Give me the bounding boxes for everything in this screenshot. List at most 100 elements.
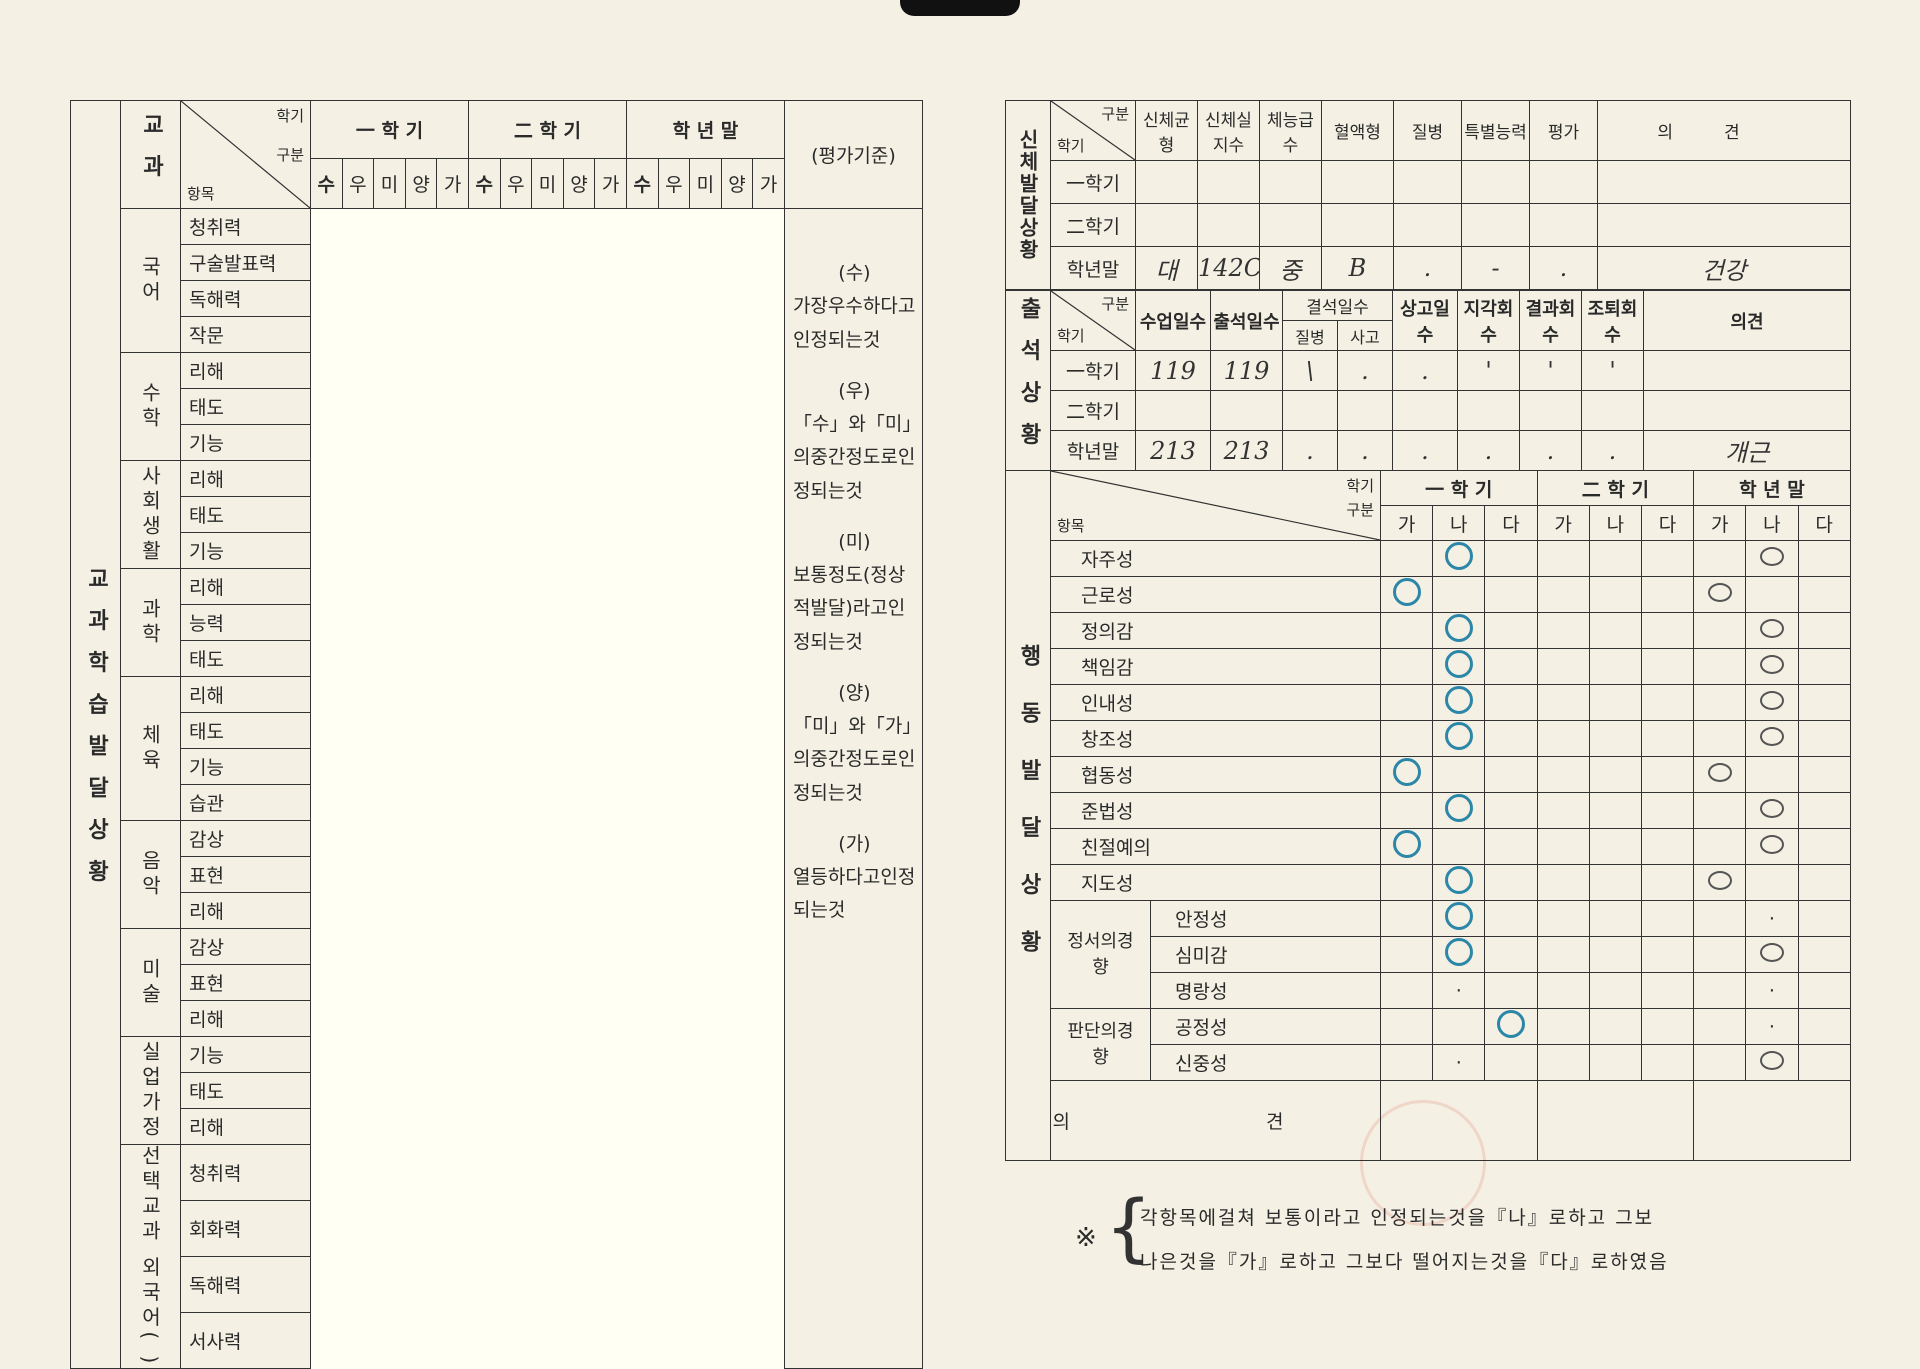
item-name: 습관 bbox=[180, 784, 311, 821]
absence-header: 결석일수 bbox=[1282, 290, 1393, 321]
grade-mark-cell bbox=[1536, 576, 1590, 613]
grade-mark-cell bbox=[1484, 1008, 1538, 1045]
grade-mark-cell bbox=[1432, 1008, 1486, 1045]
grade-mark-cell bbox=[1432, 828, 1486, 865]
attendance-value: \ bbox=[1282, 350, 1338, 391]
grade-mark-cell bbox=[1432, 648, 1486, 685]
grade-mark-cell bbox=[1379, 972, 1434, 1009]
diag-item-label: 항목 bbox=[187, 185, 215, 203]
physical-value bbox=[1461, 203, 1530, 247]
term-label: 二학기 bbox=[1050, 390, 1136, 431]
behavior-row: 창조성 bbox=[1006, 720, 1851, 757]
circle-mark-icon bbox=[1444, 794, 1473, 822]
item-name: 리해 bbox=[180, 892, 311, 929]
grade-mark-cell bbox=[1797, 540, 1851, 577]
behavior-row: 신중성 · bbox=[1006, 1044, 1851, 1081]
diag-category-label: 구분 bbox=[1346, 500, 1374, 519]
subject-item-row: 리해 bbox=[71, 1000, 923, 1037]
grade-mark-cell bbox=[1432, 864, 1486, 901]
grade-header: 양 bbox=[562, 158, 596, 209]
grade-header: 나 bbox=[1588, 505, 1642, 541]
grade-mark-cell bbox=[1379, 828, 1434, 865]
grade-mark-cell bbox=[1432, 900, 1486, 937]
circle-mark-icon bbox=[1759, 834, 1784, 854]
attendance-column-header: 수업일수 bbox=[1135, 290, 1211, 351]
diag-category-label: 구분 bbox=[276, 145, 304, 164]
subject-name: 국어 bbox=[120, 208, 181, 353]
physical-row: 二학기 bbox=[1006, 203, 1851, 247]
subject-name: 실업가정 bbox=[120, 1036, 181, 1145]
circle-mark-icon bbox=[1444, 650, 1473, 678]
item-name: 회화력 bbox=[180, 1200, 311, 1258]
grade-mark-cell bbox=[1693, 648, 1747, 685]
attendance-table: 출석상황 학기 구분 수업일수 출석일수 결석일수 상고일수 지각회수 결과회수 조퇴회수 의견 질병… bbox=[1005, 290, 1851, 471]
physical-value bbox=[1259, 160, 1322, 204]
grade-mark-cell bbox=[1432, 684, 1486, 721]
absence-sub-header: 질병 bbox=[1282, 320, 1338, 351]
grade-mark-cell bbox=[1745, 720, 1799, 757]
grade-mark-cell bbox=[1640, 828, 1695, 865]
note-symbol: ※ bbox=[1075, 1223, 1097, 1253]
note-line-2: 나은것을『가』로하고 그보다 떨어지는것을『다』로하였음 bbox=[1140, 1251, 1669, 1273]
grade-mark-cell bbox=[1432, 792, 1486, 829]
grade-header: 미 bbox=[373, 158, 406, 209]
grade-mark-cell bbox=[1693, 720, 1747, 757]
grade-header: 양 bbox=[404, 158, 438, 209]
item-name: 구술발표력 bbox=[180, 244, 311, 281]
behavior-row: 협동성 bbox=[1006, 756, 1851, 793]
physical-row: 학년말 대 142C 중 B. -. 건강 bbox=[1006, 246, 1851, 290]
grade-mark-cell bbox=[1432, 756, 1486, 793]
grade-mark-cell bbox=[1379, 1008, 1434, 1045]
grade-mark-cell bbox=[1693, 828, 1747, 865]
grade-mark-cell: · bbox=[1745, 1008, 1799, 1045]
grade-mark-cell bbox=[1484, 612, 1538, 649]
circle-mark-icon bbox=[1444, 938, 1473, 966]
attendance-value: . bbox=[1519, 430, 1582, 471]
term-header: 一 학 기 bbox=[1380, 470, 1538, 506]
criteria-text: 열등하다고인정되는것 bbox=[792, 866, 916, 922]
physical-column-header: 혈액형 bbox=[1321, 100, 1394, 161]
behavior-item: 안정성 bbox=[1150, 900, 1381, 937]
grade-header: 미 bbox=[689, 158, 722, 209]
subject-name: 수학 bbox=[120, 352, 181, 461]
grade-mark-cell bbox=[1797, 972, 1851, 1009]
physical-value: . bbox=[1393, 246, 1462, 290]
opinion-year bbox=[1693, 1080, 1851, 1161]
grade-header: 수 bbox=[625, 158, 659, 209]
behavior-item: 정의감 bbox=[1050, 612, 1381, 649]
subject-item-row: 능력 bbox=[71, 604, 923, 641]
grade-mark-cell bbox=[1484, 684, 1538, 721]
subject-header: 교과 bbox=[120, 100, 181, 209]
grade-mark-cell bbox=[1640, 684, 1695, 721]
grade-mark-cell bbox=[1379, 540, 1434, 577]
circle-mark-icon bbox=[1759, 690, 1784, 710]
behavior-group: 정서의경향 bbox=[1050, 900, 1151, 1009]
item-name: 표현 bbox=[180, 964, 311, 1001]
note-line-1: 각항목에걸쳐 보통이라고 인정되는것을『나』로하고 그보 bbox=[1140, 1207, 1655, 1229]
item-name: 태도 bbox=[180, 640, 311, 677]
physical-value bbox=[1321, 160, 1394, 204]
subject-item-row: 기능 bbox=[71, 748, 923, 785]
item-name: 기능 bbox=[180, 1036, 311, 1073]
subject-item-row: 태도 bbox=[71, 640, 923, 677]
subject-name: 미술 bbox=[120, 928, 181, 1037]
behavior-item: 심미감 bbox=[1150, 936, 1381, 973]
grade-mark-cell bbox=[1484, 792, 1538, 829]
physical-column-header: 체능급수 bbox=[1259, 100, 1322, 161]
physical-value bbox=[1461, 160, 1530, 204]
attendance-value bbox=[1643, 350, 1851, 391]
grade-mark-cell bbox=[1588, 684, 1642, 721]
grade-mark-cell bbox=[1484, 972, 1538, 1009]
grade-mark-cell bbox=[1536, 972, 1590, 1009]
physical-value: B bbox=[1321, 246, 1394, 290]
grade-mark-cell bbox=[1693, 1008, 1747, 1045]
grade-header: 가 bbox=[752, 158, 785, 209]
criteria-text: 보통정도(정상적발달)라고인정되는것 bbox=[792, 564, 906, 653]
subject-item-row: 기능 bbox=[71, 424, 923, 461]
item-name: 기능 bbox=[180, 748, 311, 785]
grade-mark-cell bbox=[1693, 612, 1747, 649]
circle-mark-icon bbox=[1444, 866, 1473, 894]
attendance-value bbox=[1581, 390, 1644, 431]
physical-value: 건강 bbox=[1597, 246, 1851, 290]
physical-value bbox=[1529, 203, 1598, 247]
